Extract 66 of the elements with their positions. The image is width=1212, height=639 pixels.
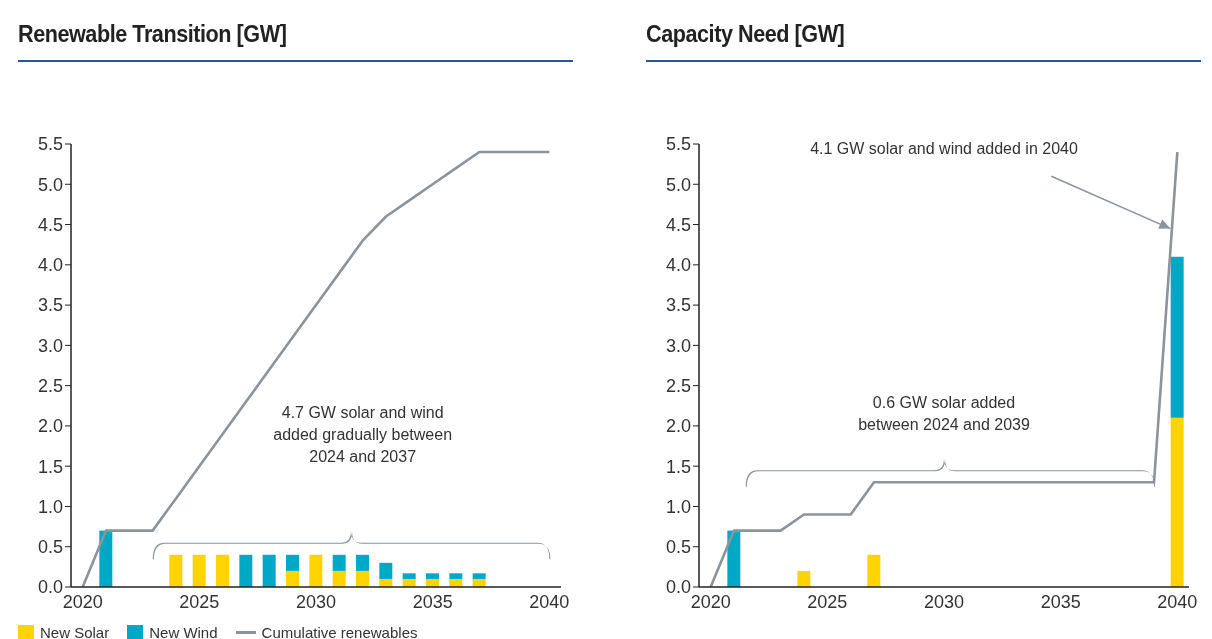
y-tick-label: 4.0: [665, 255, 691, 276]
annotation: 4.7 GW solar and wind added gradually between 2024 and 2037: [273, 404, 453, 466]
y-tick-label: 1.5: [37, 456, 63, 477]
x-tick-label: 2035: [1040, 591, 1081, 612]
y-tick-label: 5.0: [37, 174, 63, 195]
bar: [332, 570, 346, 587]
x-tick-label: 2020: [690, 591, 731, 612]
bar: [356, 554, 369, 571]
legend-label: Cumulative renewables: [261, 624, 418, 639]
y-tick-label: 3.5: [665, 295, 691, 316]
bar: [727, 530, 741, 587]
y-tick-label: 5.0: [665, 174, 691, 195]
bar: [286, 570, 299, 587]
y-tick-label: 4.0: [37, 255, 63, 276]
bar: [379, 562, 393, 579]
bar: [332, 554, 346, 571]
bar: [169, 554, 183, 587]
y-tick-label: 0.0: [37, 577, 63, 598]
y-tick-label: 5.5: [37, 134, 63, 155]
bar: [1170, 417, 1184, 587]
y-tick-label: 2.0: [665, 416, 691, 437]
legend-label: New Solar: [40, 624, 110, 639]
x-tick-label: 2035: [412, 591, 453, 612]
bar: [449, 573, 463, 579]
y-tick-label: 1.0: [665, 496, 691, 517]
chart-title: Renewable Transition [GW]: [18, 20, 287, 48]
x-tick-label: 2025: [807, 591, 848, 612]
bar: [472, 573, 486, 579]
bar: [426, 573, 439, 579]
bar: [309, 554, 323, 587]
y-tick-label: 0.5: [37, 537, 63, 558]
bar: [216, 554, 229, 587]
y-tick-label: 4.5: [37, 214, 63, 235]
x-tick-label: 2040: [1157, 591, 1198, 612]
y-tick-label: 1.0: [37, 496, 63, 517]
x-tick-label: 2020: [62, 591, 103, 612]
bar: [286, 554, 299, 571]
x-tick-label: 2030: [295, 591, 337, 612]
bar: [797, 570, 811, 587]
y-tick-label: 5.5: [665, 134, 691, 155]
y-tick-label: 2.5: [665, 376, 691, 397]
line-series: [81, 150, 551, 587]
bar: [192, 554, 206, 587]
bar: [1170, 256, 1184, 418]
annotation: 0.6 GW solar added between 2024 and 2039: [858, 393, 1030, 433]
bar: [867, 554, 881, 587]
y-tick-label: 4.5: [665, 214, 691, 235]
y-tick-label: 0.5: [665, 537, 691, 558]
x-tick-label: 2030: [923, 591, 965, 612]
annotation: 4.1 GW solar and wind added in 2040: [810, 139, 1078, 157]
y-tick-label: 2.5: [37, 376, 63, 397]
bar: [356, 570, 369, 587]
y-tick-label: 3.5: [37, 295, 63, 316]
y-tick-label: 2.0: [37, 416, 63, 437]
chart-title: Capacity Need [GW]: [646, 20, 845, 48]
legend-label: New Wind: [149, 624, 218, 639]
y-tick-label: 3.0: [37, 335, 63, 356]
x-tick-label: 2040: [529, 591, 570, 612]
bar: [99, 530, 113, 587]
y-tick-label: 0.0: [665, 577, 691, 598]
bar: [239, 554, 253, 587]
bar: [262, 554, 276, 587]
bar: [402, 573, 416, 579]
y-tick-label: 3.0: [665, 335, 691, 356]
y-tick-label: 1.5: [665, 456, 691, 477]
x-tick-label: 2025: [179, 591, 220, 612]
